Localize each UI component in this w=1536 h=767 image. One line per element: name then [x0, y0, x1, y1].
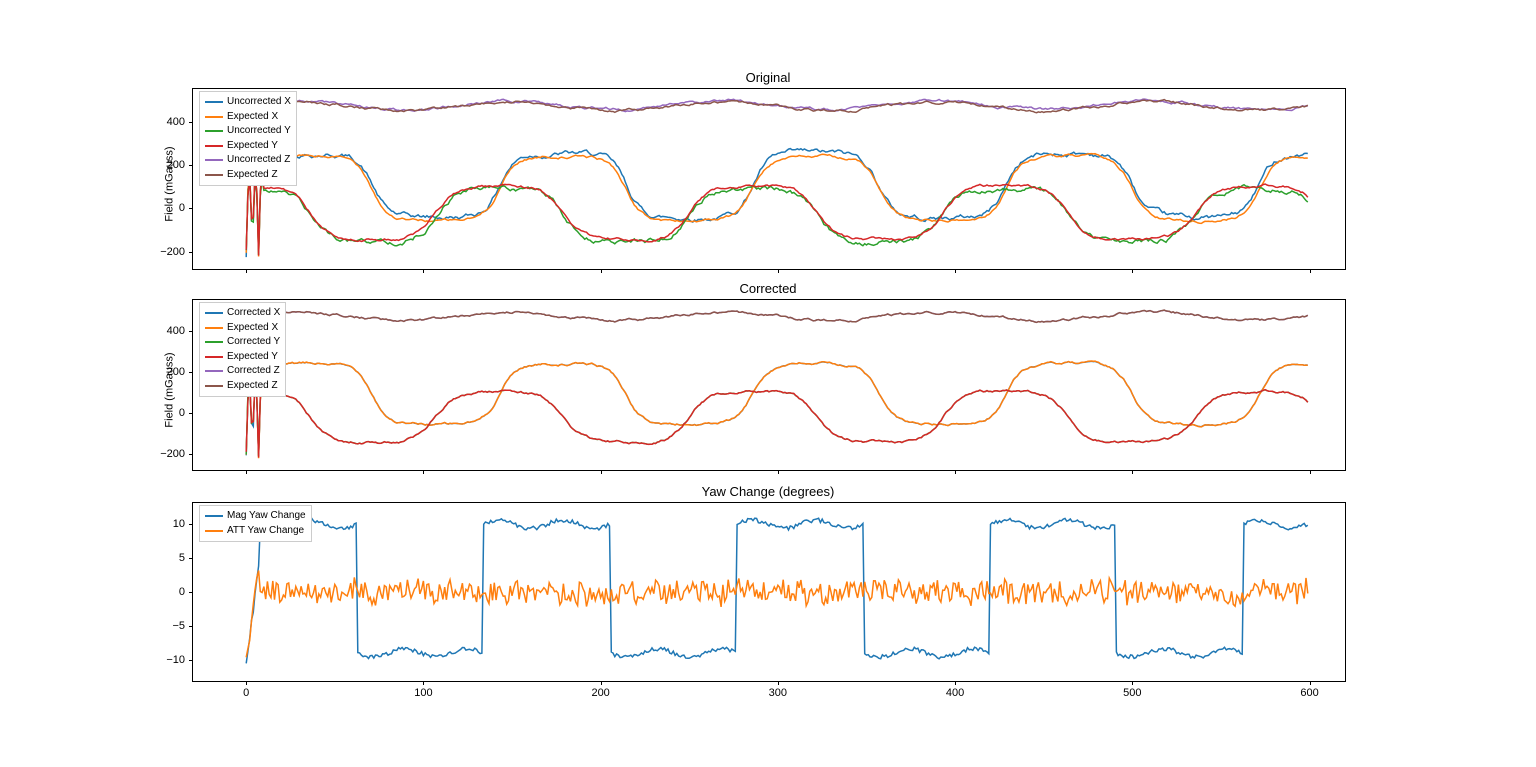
series-line [246, 381, 1308, 456]
plot-area: −10−505100100200300400500600Mag Yaw Chan… [192, 502, 1346, 682]
legend-swatch [205, 385, 223, 387]
xtick-label: 200 [591, 687, 609, 699]
legend-label: Expected Z [227, 168, 278, 183]
legend-item: Expected Z [205, 168, 291, 183]
series-line [246, 100, 1308, 113]
ytick-label: 0 [179, 202, 185, 214]
legend-swatch [205, 356, 223, 358]
xtick-label: 0 [243, 687, 249, 699]
ylabel: Field (mGauss) [164, 352, 176, 427]
ytick-label: 10 [173, 518, 185, 530]
legend-label: Corrected X [227, 306, 280, 321]
plot-area: −2000200400Uncorrected XExpected XUncorr… [192, 88, 1346, 270]
legend-label: Corrected Y [227, 335, 280, 350]
legend-item: Corrected Z [205, 364, 280, 379]
legend-swatch [205, 530, 223, 532]
legend-label: Expected X [227, 110, 278, 125]
legend-swatch [205, 515, 223, 517]
xtick-label: 400 [946, 687, 964, 699]
legend-item: Uncorrected Y [205, 124, 291, 139]
legend-item: Expected Y [205, 139, 291, 154]
legend-swatch [205, 327, 223, 329]
legend-label: ATT Yaw Change [227, 524, 304, 539]
series-line [246, 361, 1308, 458]
ytick-label: 0 [179, 407, 185, 419]
subplot-corrected: Corrected−2000200400Corrected XExpected … [192, 299, 1344, 469]
subplot-original: Original−2000200400Uncorrected XExpected… [192, 88, 1344, 268]
series-line [246, 174, 1308, 255]
ytick-label: −200 [160, 246, 185, 258]
ylabel: Field (mGauss) [164, 146, 176, 221]
plot-area: −2000200400Corrected XExpected XCorrecte… [192, 299, 1346, 471]
legend-swatch [205, 159, 223, 161]
legend: Uncorrected XExpected XUncorrected YExpe… [199, 91, 297, 186]
legend-label: Corrected Z [227, 364, 280, 379]
ytick-label: 400 [167, 116, 185, 128]
ytick-label: −10 [166, 654, 185, 666]
legend-item: Expected X [205, 110, 291, 125]
legend: Mag Yaw ChangeATT Yaw Change [199, 505, 312, 542]
legend-swatch [205, 370, 223, 372]
legend-label: Uncorrected Z [227, 153, 290, 168]
legend-label: Uncorrected X [227, 95, 291, 110]
legend: Corrected XExpected XCorrected YExpected… [199, 302, 286, 397]
legend-item: ATT Yaw Change [205, 524, 306, 539]
legend-label: Mag Yaw Change [227, 509, 306, 524]
subplot-yaw: Yaw Change (degrees)−10−5051001002003004… [192, 502, 1344, 680]
legend-swatch [205, 101, 223, 103]
legend-item: Expected X [205, 321, 280, 336]
series-svg [193, 503, 1345, 681]
xtick-label: 500 [1123, 687, 1141, 699]
legend-label: Expected X [227, 321, 278, 336]
series-line [246, 380, 1308, 457]
legend-label: Uncorrected Y [227, 124, 291, 139]
series-svg [193, 89, 1345, 269]
legend-item: Expected Y [205, 350, 280, 365]
legend-label: Expected Y [227, 350, 278, 365]
legend-item: Mag Yaw Change [205, 509, 306, 524]
legend-swatch [205, 174, 223, 176]
xtick-label: 600 [1300, 687, 1318, 699]
series-line [246, 571, 1308, 658]
legend-swatch [205, 116, 223, 118]
legend-swatch [205, 312, 223, 314]
legend-label: Expected Z [227, 379, 278, 394]
ytick-label: −200 [160, 448, 185, 460]
ytick-label: −5 [172, 620, 185, 632]
legend-label: Expected Y [227, 139, 278, 154]
legend-item: Corrected Y [205, 335, 280, 350]
series-line [246, 310, 1308, 322]
legend-swatch [205, 145, 223, 147]
subplot-title: Corrected [192, 281, 1344, 296]
xtick-label: 300 [769, 687, 787, 699]
subplot-title: Original [192, 70, 1344, 85]
series-svg [193, 300, 1345, 470]
legend-item: Corrected X [205, 306, 280, 321]
ytick-label: 0 [179, 586, 185, 598]
legend-swatch [205, 341, 223, 343]
ytick-label: 5 [179, 552, 185, 564]
legend-item: Uncorrected X [205, 95, 291, 110]
ytick-label: 400 [167, 325, 185, 337]
legend-item: Uncorrected Z [205, 153, 291, 168]
figure-container: Original−2000200400Uncorrected XExpected… [0, 0, 1536, 767]
subplot-title: Yaw Change (degrees) [192, 484, 1344, 499]
legend-item: Expected Z [205, 379, 280, 394]
xtick-label: 100 [414, 687, 432, 699]
series-line [246, 174, 1308, 256]
legend-swatch [205, 130, 223, 132]
